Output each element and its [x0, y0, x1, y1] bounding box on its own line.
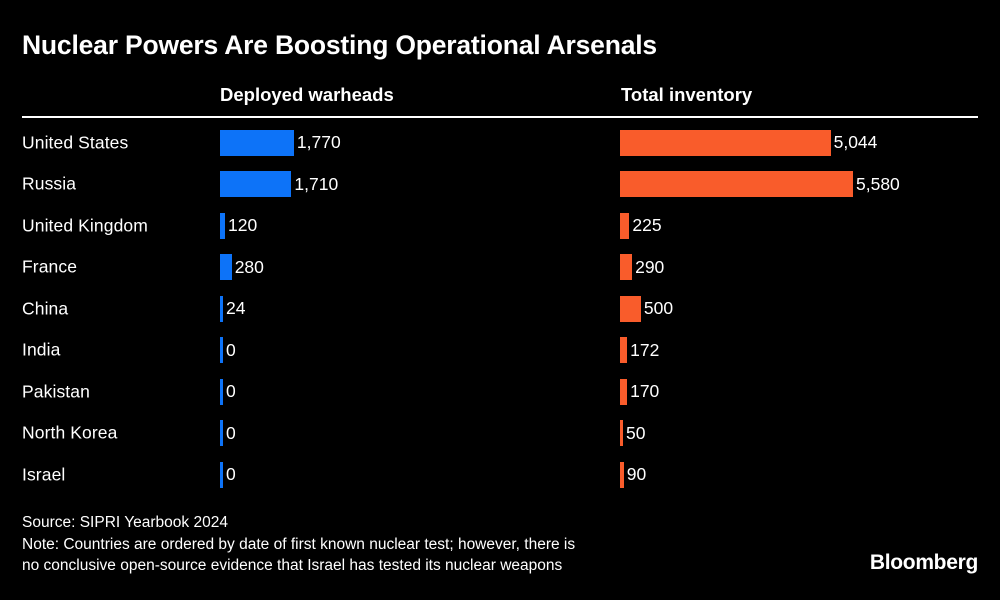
bar-deployed — [220, 212, 225, 239]
note-line-1: Note: Countries are ordered by date of f… — [22, 535, 576, 553]
bar-group-deployed: 0 — [220, 461, 236, 488]
row-country-label: Pakistan — [22, 381, 90, 402]
bar-group-deployed: 0 — [220, 420, 236, 447]
bar-group-total: 50 — [620, 420, 646, 447]
table-row: France 280 290 — [0, 247, 1000, 289]
row-country-label: France — [22, 256, 78, 277]
bar-deployed — [220, 420, 223, 447]
bar-value-total: 500 — [643, 298, 674, 318]
bar-group-total: 5,580 — [620, 171, 900, 198]
bar-deployed — [220, 295, 223, 322]
header-divider — [22, 116, 978, 118]
bar-value-total: 50 — [626, 422, 646, 443]
table-row: India 0 172 — [0, 330, 1000, 372]
bar-value-deployed: 1,710 — [294, 173, 339, 194]
bar-group-total: 500 — [620, 295, 674, 322]
row-country-label: Israel — [22, 464, 66, 485]
bar-total — [620, 212, 630, 239]
table-row: United Kingdom 120 225 — [0, 205, 1000, 247]
bar-total — [620, 295, 641, 322]
row-country-label: United States — [22, 132, 129, 153]
bar-total — [620, 171, 853, 198]
bar-value-deployed: 120 — [228, 215, 258, 235]
bar-total — [620, 337, 628, 364]
bar-group-deployed: 280 — [220, 254, 264, 281]
bar-group-total: 170 — [620, 378, 660, 405]
bar-deployed — [220, 254, 232, 281]
footer-notes: Source: SIPRI Yearbook 2024 Note: Countr… — [22, 512, 812, 577]
bar-value-total: 172 — [630, 339, 660, 360]
row-country-label: China — [22, 298, 69, 319]
row-country-label: India — [22, 339, 61, 360]
bar-value-total: 290 — [635, 256, 665, 277]
bar-value-deployed: 280 — [234, 256, 264, 277]
bar-total — [620, 378, 628, 405]
bar-group-total: 290 — [620, 254, 665, 281]
table-row: Israel 0 90 — [0, 454, 1000, 496]
bar-group-deployed: 120 — [220, 212, 258, 239]
bar-total — [620, 129, 831, 156]
bar-value-deployed: 0 — [226, 339, 236, 360]
source-line: Source: SIPRI Yearbook 2024 — [22, 514, 228, 531]
bar-group-deployed: 24 — [220, 295, 246, 322]
column-header-total-inventory: Total inventory — [621, 84, 753, 105]
bar-total — [620, 461, 624, 488]
bar-group-deployed: 0 — [220, 337, 236, 364]
bar-deployed — [220, 461, 223, 488]
table-row: China 24 500 — [0, 288, 1000, 330]
row-country-label: Russia — [22, 173, 77, 194]
bar-deployed — [220, 337, 223, 364]
bar-value-total: 225 — [632, 215, 662, 235]
bar-value-deployed: 24 — [226, 298, 246, 318]
bar-deployed — [220, 129, 294, 156]
note-line-2: no conclusive open-source evidence that … — [22, 557, 563, 574]
bar-deployed — [220, 378, 223, 405]
bar-group-deployed: 0 — [220, 378, 236, 405]
table-row: North Korea 0 50 — [0, 413, 1000, 455]
bar-total — [620, 254, 633, 281]
bar-value-deployed: 0 — [226, 464, 236, 484]
row-country-label: North Korea — [22, 422, 118, 443]
bar-value-total: 5,580 — [856, 173, 900, 194]
bar-group-deployed: 1,770 — [220, 129, 341, 156]
bar-group-deployed: 1,710 — [220, 171, 339, 198]
row-country-label: United Kingdom — [22, 215, 148, 236]
bar-group-total: 90 — [620, 461, 647, 488]
bar-deployed — [220, 171, 292, 198]
table-row: Russia 1,710 5,580 — [0, 164, 1000, 206]
table-row: United States 1,770 5,044 — [0, 122, 1000, 164]
table-row: Pakistan 0 170 — [0, 371, 1000, 413]
bar-value-total: 90 — [626, 464, 647, 484]
bar-value-deployed: 0 — [226, 381, 236, 401]
bar-value-deployed: 0 — [226, 422, 236, 443]
bar-group-total: 172 — [620, 337, 660, 364]
column-header-deployed-warheads: Deployed warheads — [220, 84, 394, 105]
bar-group-total: 5,044 — [620, 129, 878, 156]
page-title: Nuclear Powers Are Boosting Operational … — [22, 30, 657, 60]
bar-value-total: 5,044 — [833, 132, 878, 152]
chart-rows: United States 1,770 5,044 Russia 1,710 5,580 U… — [0, 122, 1000, 496]
bar-group-total: 225 — [620, 212, 662, 239]
bar-value-deployed: 1,770 — [296, 132, 341, 152]
bloomberg-logo: Bloomberg — [869, 551, 978, 574]
bar-total — [620, 420, 623, 447]
bar-value-total: 170 — [630, 381, 660, 401]
